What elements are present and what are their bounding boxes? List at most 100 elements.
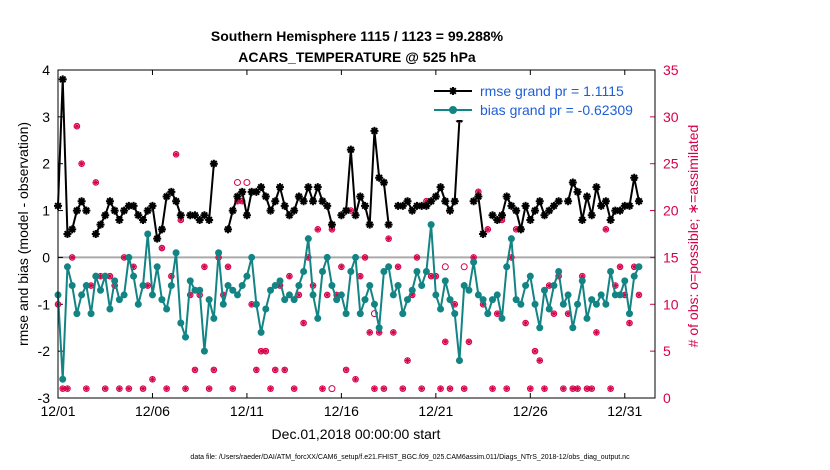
obs-assimilated-point [201, 263, 208, 271]
rmse-point [266, 206, 275, 215]
obs-assimilated-star [282, 367, 288, 373]
bias-point [276, 277, 284, 285]
obs-assimilated-point [281, 366, 289, 374]
x-tick-label: 12/01 [40, 403, 75, 419]
rmse-point [578, 215, 587, 224]
bias-point [540, 286, 548, 294]
obs-assimilated-star [480, 301, 486, 307]
y-tick-label-left: -2 [38, 343, 51, 359]
obs-assimilated-star [560, 386, 566, 392]
obs-assimilated-star [79, 161, 85, 167]
y-tick-label-left: 3 [42, 109, 50, 125]
rmse-point [238, 187, 247, 196]
rmse-point [242, 211, 251, 220]
rmse-point [398, 201, 407, 210]
obs-assimilated-point [489, 385, 496, 392]
bias-point [498, 314, 506, 322]
bias-point [418, 282, 426, 290]
bias-point [564, 291, 572, 299]
obs-assimilated-star [145, 283, 151, 289]
bias-point [578, 277, 586, 285]
obs-assimilated-star [438, 386, 444, 392]
bias-point [389, 291, 397, 299]
obs-assimilated-star [447, 386, 453, 392]
bias-point [78, 291, 86, 299]
obs-assimilated-star [268, 386, 274, 392]
bias-point [323, 253, 331, 261]
obs-assimilated-star [589, 386, 595, 392]
rmse-point [228, 206, 237, 215]
obs-assimilated-star [192, 367, 198, 373]
rmse-point [549, 201, 558, 210]
bias-point [361, 296, 369, 304]
y-tick-label-left: 1 [42, 203, 50, 219]
bias-point [408, 286, 416, 294]
rmse-point [497, 211, 506, 220]
obs-assimilated-star [357, 273, 363, 279]
bias-point [210, 314, 218, 322]
rmse-point [597, 201, 606, 210]
obs-assimilated-point [319, 385, 326, 392]
bias-point [224, 282, 232, 290]
bias-point [97, 286, 105, 294]
obs-assimilated-star [584, 386, 590, 392]
obs-assimilated-star [513, 226, 519, 232]
y-tick-label-right: 25 [663, 156, 679, 172]
bias-point [257, 328, 265, 336]
bias-point [550, 282, 558, 290]
obs-assimilated-star [381, 386, 387, 392]
data-file-footer: data file: /Users/raeder/DAI/ATM_forcXX/… [190, 454, 630, 461]
bias-point [555, 267, 563, 275]
rmse-point [540, 211, 549, 220]
obs-assimilated-star [631, 264, 637, 270]
obs-assimilated-star [334, 292, 340, 298]
obs-assimilated-star [414, 254, 420, 260]
obs-assimilated-point [394, 263, 402, 271]
rmse-point [290, 206, 299, 215]
obs-assimilated-point [300, 319, 307, 327]
bias-point [427, 221, 435, 229]
chart-title-line2: ACARS_TEMPERATURE @ 525 hPa [238, 49, 476, 65]
obs-assimilated-star [305, 254, 311, 260]
obs-assimilated-point [73, 122, 81, 130]
rmse-point [200, 211, 209, 220]
bias-point [63, 263, 71, 271]
rmse-point [474, 192, 483, 201]
obs-assimilated-star [201, 264, 207, 270]
bias-point [460, 282, 468, 290]
obs-assimilated-point [626, 319, 633, 327]
bias-point [106, 305, 114, 313]
obs-assimilated-point [361, 254, 369, 261]
obs-assimilated-point [418, 385, 425, 392]
obs-assimilated-star [419, 386, 425, 392]
obs-assimilated-point [607, 385, 614, 392]
bias-point [380, 267, 388, 275]
bias-point [290, 296, 298, 304]
rmse-point [257, 183, 266, 192]
obs-assimilated-point [229, 385, 237, 392]
bias-point [630, 272, 638, 280]
rmse-point [564, 197, 573, 206]
bias-point [153, 263, 161, 271]
obs-assimilated-point [432, 272, 440, 280]
obs-assimilated-star [485, 226, 491, 232]
obs-assimilated-star [258, 348, 264, 354]
rmse-point [275, 183, 284, 192]
bias-point [271, 282, 279, 290]
rmse-point [252, 187, 261, 196]
obs-assimilated-star [452, 301, 458, 307]
rmse-point [91, 230, 100, 238]
obs-assimilated-star [319, 386, 325, 392]
obs-assimilated-star [83, 386, 89, 392]
rmse-point [375, 173, 384, 182]
rmse-point [436, 183, 445, 192]
obs-assimilated-point [574, 385, 581, 392]
bias-point [531, 300, 539, 308]
obs-possible-point [441, 263, 449, 271]
obs-assimilated-star [367, 329, 373, 335]
obs-assimilated-star [608, 386, 614, 392]
y-axis-label-left: rmse and bias (model - observation) [15, 122, 31, 346]
bias-point [413, 267, 421, 275]
obs-assimilated-star [395, 264, 401, 270]
